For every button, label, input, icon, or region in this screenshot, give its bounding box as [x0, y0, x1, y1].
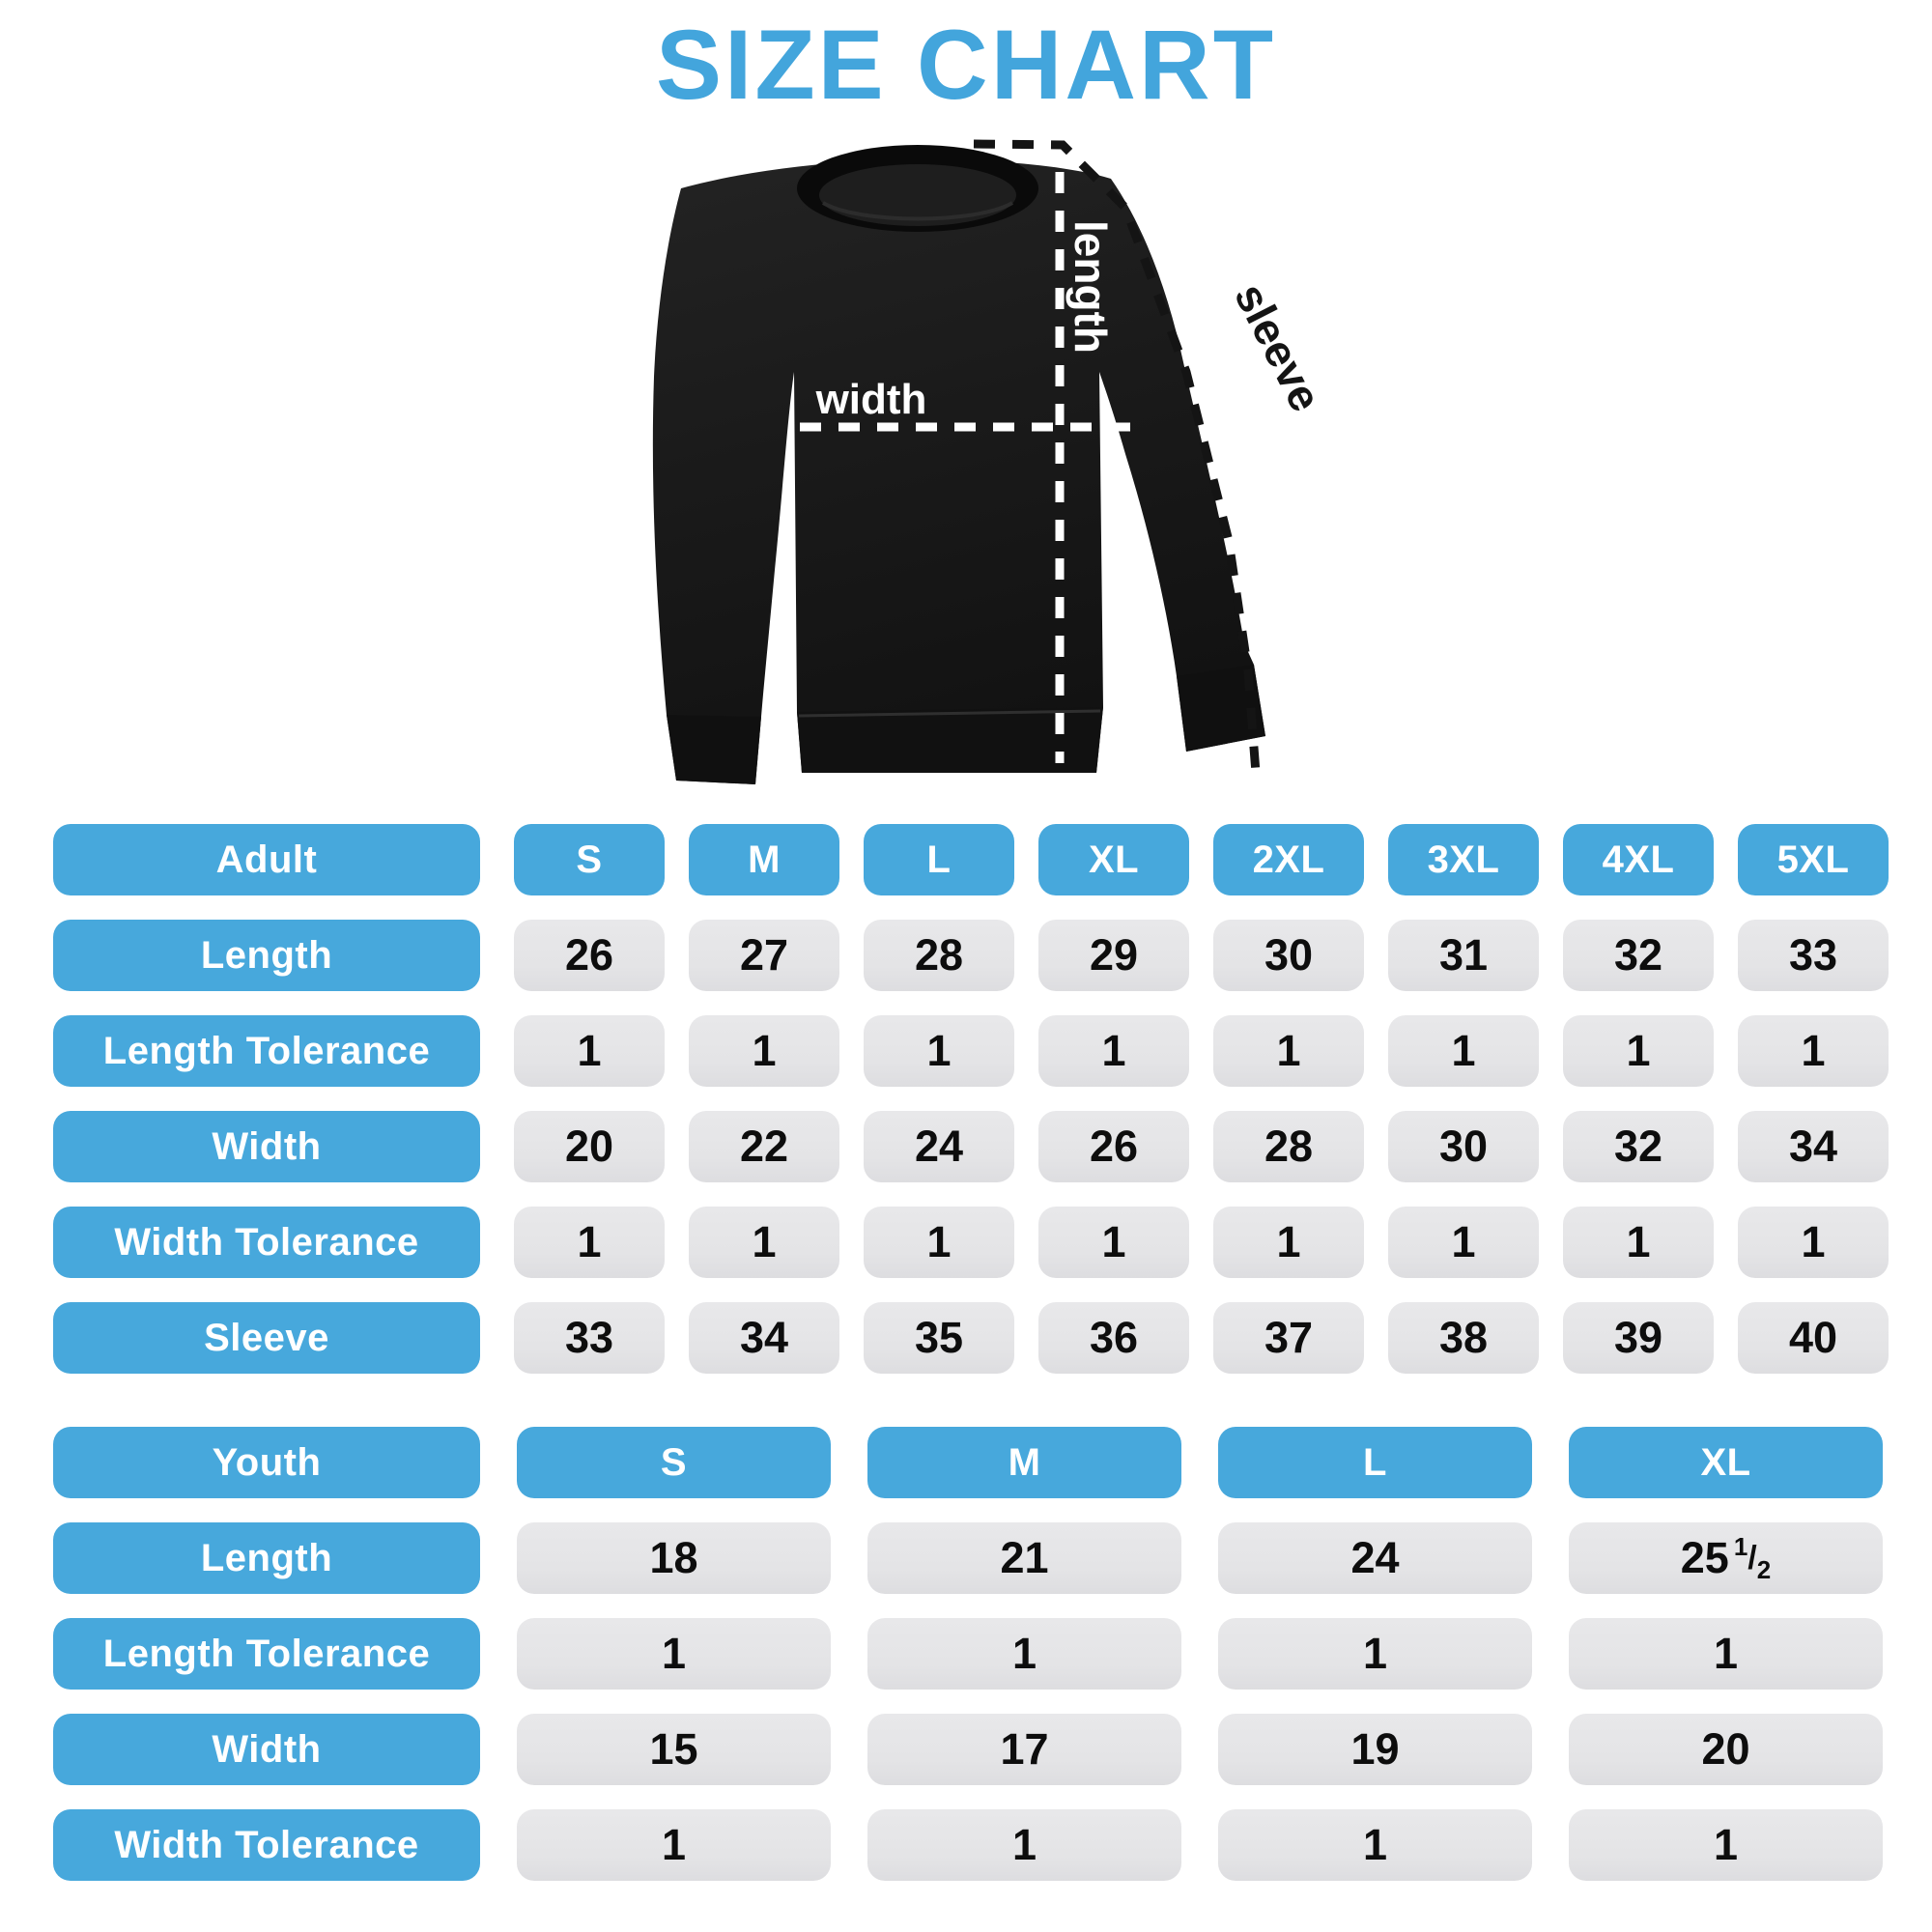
youth-size-column-header: XL — [1569, 1427, 1883, 1498]
adult-size-column-header: M — [689, 824, 839, 895]
left-cuff — [667, 715, 761, 784]
adult-size-value-cell: 34 — [1738, 1111, 1889, 1182]
adult-size-column-header: 5XL — [1738, 824, 1889, 895]
adult-size-value-cell: 30 — [1388, 1111, 1539, 1182]
adult-size-value-cell: 26 — [514, 920, 665, 991]
adult-size-column-header: S — [514, 824, 665, 895]
adult-size-value-cell: 28 — [1213, 1111, 1364, 1182]
youth-size-value-cell: 20 — [1569, 1714, 1883, 1785]
adult-size-value-cell: 30 — [1213, 920, 1364, 991]
adult-size-value-cell: 1 — [514, 1015, 665, 1087]
adult-row-label: Length Tolerance — [53, 1015, 480, 1087]
adult-size-column-header: 3XL — [1388, 824, 1539, 895]
adult-size-value-cell: 1 — [1388, 1015, 1539, 1087]
adult-size-value-cell: 28 — [864, 920, 1014, 991]
adult-size-value-cell: 26 — [1038, 1111, 1189, 1182]
youth-row-label: Width Tolerance — [53, 1809, 480, 1881]
adult-size-value-cell: 22 — [689, 1111, 839, 1182]
youth-size-value-cell: 1 — [867, 1809, 1181, 1881]
adult-size-value-cell: 1 — [864, 1207, 1014, 1278]
adult-size-value-cell: 32 — [1563, 1111, 1714, 1182]
adult-size-value-cell: 33 — [1738, 920, 1889, 991]
adult-size-value-cell: 27 — [689, 920, 839, 991]
adult-size-value-cell: 1 — [1038, 1207, 1189, 1278]
youth-size-value-cell: 1 — [1569, 1809, 1883, 1881]
adult-size-value-cell: 31 — [1388, 920, 1539, 991]
adult-size-value-cell: 35 — [864, 1302, 1014, 1374]
youth-size-column-header: L — [1218, 1427, 1532, 1498]
adult-size-value-cell: 1 — [1738, 1207, 1889, 1278]
adult-size-value-cell: 37 — [1213, 1302, 1364, 1374]
adult-size-value-cell: 32 — [1563, 920, 1714, 991]
youth-size-value-cell: 1 — [517, 1618, 831, 1690]
youth-corner-label: Youth — [53, 1427, 480, 1498]
length-label: length — [1065, 220, 1116, 354]
youth-size-value-cell: 1 — [867, 1618, 1181, 1690]
youth-size-value-cell: 21 — [867, 1522, 1181, 1594]
youth-size-column-header: S — [517, 1427, 831, 1498]
youth-size-column-header: M — [867, 1427, 1181, 1498]
adult-size-value-cell: 39 — [1563, 1302, 1714, 1374]
adult-size-value-cell: 1 — [514, 1207, 665, 1278]
sweatshirt-image: width length sleeve — [652, 139, 1323, 784]
sleeve-label: sleeve — [1225, 275, 1323, 419]
collar-rim — [822, 201, 1013, 221]
adult-size-column-header: XL — [1038, 824, 1189, 895]
width-label: width — [815, 376, 927, 423]
collar-inner — [819, 164, 1016, 226]
youth-row-label: Length — [53, 1522, 480, 1594]
adult-size-value-cell: 1 — [1738, 1015, 1889, 1087]
youth-size-value-cell: 24 — [1218, 1522, 1532, 1594]
adult-corner-label: Adult — [53, 824, 480, 895]
sweatshirt-body — [652, 159, 1265, 784]
adult-size-column-header: 4XL — [1563, 824, 1714, 895]
youth-size-value-cell: 1 — [1218, 1809, 1532, 1881]
youth-size-table: Youth S M L XL Length 18 21 24 25 1/2 Length Tolera… — [53, 1427, 1883, 1881]
adult-size-value-cell: 38 — [1388, 1302, 1539, 1374]
adult-size-value-cell: 24 — [864, 1111, 1014, 1182]
adult-row-label: Sleeve — [53, 1302, 480, 1374]
adult-size-value-cell: 40 — [1738, 1302, 1889, 1374]
adult-size-table: Adult S M L XL 2XL 3XL 4XL 5XL Length 26 27 28 29 30 31… — [53, 824, 1889, 1374]
adult-size-column-header: 2XL — [1213, 824, 1364, 895]
adult-size-value-cell: 20 — [514, 1111, 665, 1182]
youth-size-value-cell: 17 — [867, 1714, 1181, 1785]
adult-row-label: Length — [53, 920, 480, 991]
adult-size-value-cell: 1 — [1388, 1207, 1539, 1278]
youth-size-value-cell: 1 — [1218, 1618, 1532, 1690]
adult-size-value-cell: 1 — [1038, 1015, 1189, 1087]
sleeve-measure-line — [973, 139, 1261, 774]
youth-size-value-cell: 1 — [517, 1809, 831, 1881]
youth-row-label: Width — [53, 1714, 480, 1785]
size-chart-figure: width length sleeve — [522, 106, 1323, 802]
youth-size-value-cell: 1 — [1569, 1618, 1883, 1690]
right-cuff — [1177, 665, 1265, 752]
adult-size-value-cell: 1 — [689, 1207, 839, 1278]
adult-size-value-cell: 29 — [1038, 920, 1189, 991]
page-title: SIZE CHART — [656, 10, 1276, 120]
adult-row-label: Width Tolerance — [53, 1207, 480, 1278]
adult-size-value-cell: 1 — [1213, 1207, 1364, 1278]
adult-size-value-cell: 1 — [1563, 1015, 1714, 1087]
hem-band — [797, 707, 1103, 773]
adult-size-value-cell: 36 — [1038, 1302, 1189, 1374]
adult-size-value-cell: 1 — [689, 1015, 839, 1087]
adult-row-label: Width — [53, 1111, 480, 1182]
adult-size-value-cell: 1 — [1563, 1207, 1714, 1278]
youth-size-value-cell: 25 1/2 — [1569, 1522, 1883, 1594]
adult-size-value-cell: 1 — [1213, 1015, 1364, 1087]
adult-size-value-cell: 34 — [689, 1302, 839, 1374]
hem-seam — [798, 709, 1101, 718]
adult-size-value-cell: 33 — [514, 1302, 665, 1374]
youth-size-value-cell: 15 — [517, 1714, 831, 1785]
youth-size-value-cell: 18 — [517, 1522, 831, 1594]
youth-size-value-cell: 19 — [1218, 1714, 1532, 1785]
adult-size-value-cell: 1 — [864, 1015, 1014, 1087]
youth-row-label: Length Tolerance — [53, 1618, 480, 1690]
adult-size-column-header: L — [864, 824, 1014, 895]
